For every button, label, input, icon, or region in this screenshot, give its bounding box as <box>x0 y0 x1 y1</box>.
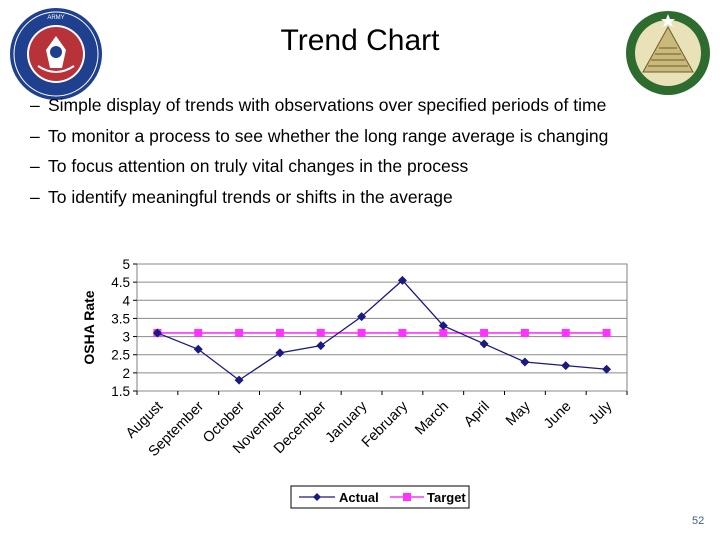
seal-emblem-center <box>50 46 62 58</box>
actual-point <box>602 364 612 374</box>
y-tick-label: 5 <box>122 257 130 272</box>
actual-point <box>397 275 407 285</box>
y-axis-label: OSHA Rate <box>81 290 97 364</box>
actual-point <box>193 344 203 354</box>
x-tick-label: March <box>412 399 452 439</box>
target-point <box>439 328 448 337</box>
bullet-text: To identify meaningful trends or shifts … <box>48 186 453 207</box>
bullet-marker: – <box>30 95 40 115</box>
actual-point <box>438 321 448 331</box>
bullet-item: – To identify meaningful trends or shifts… <box>30 182 608 213</box>
y-tick-label: 2.5 <box>111 348 130 363</box>
x-tick-label: May <box>503 398 534 429</box>
target-point <box>561 328 570 337</box>
actual-point <box>316 341 326 351</box>
bullet-item: – To monitor a process to see whether the… <box>30 121 608 152</box>
actual-point <box>234 375 244 385</box>
financial-management-seal <box>626 11 710 95</box>
bullet-text: Simple display of trends with observatio… <box>48 95 607 115</box>
bullet-item: – To focus attention on truly vital chang… <box>30 151 608 182</box>
actual-point <box>152 328 162 338</box>
pyramid-lines <box>648 47 688 67</box>
seal-emblem-arc <box>37 65 75 73</box>
plot-area <box>136 263 628 392</box>
legend-target-label: Target <box>427 490 466 505</box>
x-tick-label: June <box>541 399 575 433</box>
target-point <box>520 328 529 337</box>
legend-target-marker <box>403 493 411 501</box>
actual-point <box>357 312 367 322</box>
bullet-item: – Simple display of trends with observati… <box>30 90 608 121</box>
target-point <box>480 328 489 337</box>
legend-actual-marker <box>313 493 321 501</box>
x-tick-label: February <box>359 398 412 451</box>
y-tick-label: 2 <box>122 366 130 381</box>
bullet-marker: – <box>30 156 40 176</box>
target-point <box>398 328 407 337</box>
legend-box <box>290 485 470 509</box>
pyramid-icon <box>642 25 694 73</box>
seal-lettering: ARMY <box>47 15 64 21</box>
y-tick-label: 4.5 <box>111 275 130 290</box>
target-point <box>235 328 244 337</box>
slide-title: Trend Chart <box>280 24 440 57</box>
bullet-list: – Simple display of trends with observati… <box>30 90 608 212</box>
bullet-marker: – <box>30 125 40 146</box>
y-tick-label: 1.5 <box>111 384 130 399</box>
target-point <box>316 328 325 337</box>
actual-line <box>157 279 607 381</box>
actual-point <box>275 348 285 358</box>
x-tick-label: April <box>461 399 493 431</box>
y-tick-label: 3 <box>122 330 130 345</box>
bullet-text: To focus attention on truly vital change… <box>48 156 469 176</box>
page-number: 52 <box>692 515 705 527</box>
target-point <box>275 328 284 337</box>
bullet-text: To monitor a process to see whether the … <box>48 125 609 146</box>
legend-actual-label: Actual <box>339 490 379 505</box>
army-secretary-seal: ARMY <box>10 8 102 100</box>
y-tick-label: 4 <box>122 293 130 308</box>
actual-point <box>561 361 571 371</box>
y-tick-label: 3.5 <box>111 311 130 326</box>
x-tick-label: July <box>586 398 616 428</box>
bullet-marker: – <box>30 186 40 207</box>
actual-point <box>479 339 489 349</box>
star-icon <box>661 14 675 27</box>
seal-ring-line <box>13 11 99 97</box>
target-point <box>194 328 203 337</box>
target-point <box>602 328 611 337</box>
target-point <box>357 328 366 337</box>
actual-point <box>520 357 530 367</box>
